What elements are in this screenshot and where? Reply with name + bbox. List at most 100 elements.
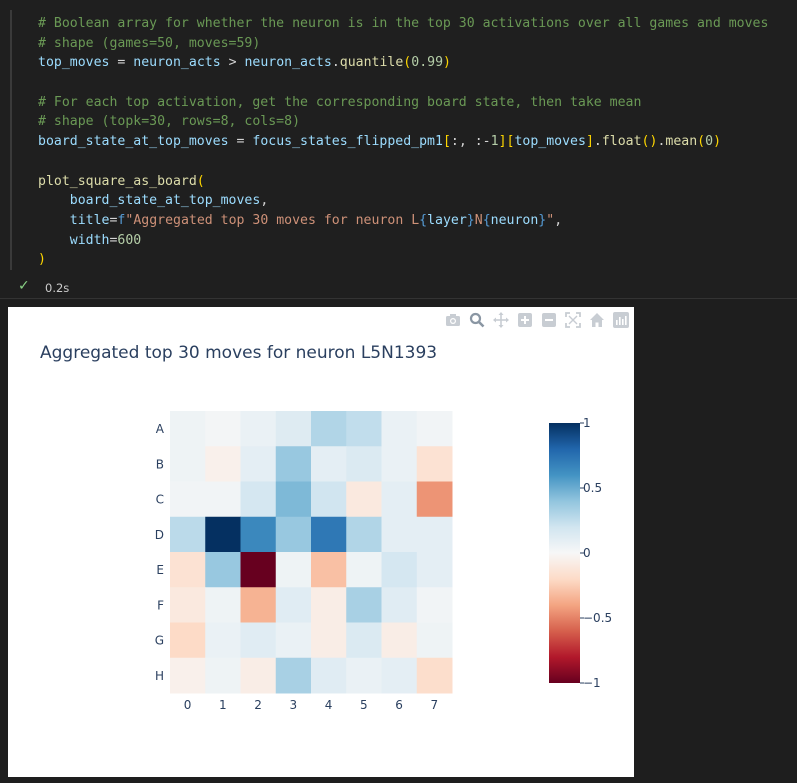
heatmap-cell [346,516,382,553]
code-token: } [538,212,547,228]
code-token: , [260,193,269,209]
code-token: . [657,134,666,150]
code-token: 0 [705,134,714,150]
zoom-icon[interactable] [468,312,486,330]
code-token: 1 [490,134,499,150]
code-line: top_moves = neuron_acts > neuron_acts.qu… [38,53,768,73]
code-token: width [69,232,110,248]
pan-icon[interactable] [492,312,510,330]
y-tick-label: D [155,528,164,542]
heatmap-cell [381,657,418,694]
heatmap-cell [311,411,347,447]
heatmap-cell [275,622,312,659]
heatmap-cell [381,587,418,623]
heatmap-cell [311,587,347,623]
heatmap-cell [346,622,382,659]
code-token: () [641,134,658,150]
plotly-logo-icon[interactable] [612,312,630,330]
heatmap-cell [205,481,241,518]
code-token: :, :- [450,134,491,150]
cell-status-bar: ✓ 0.2s [0,278,797,299]
code-token: 0.99 [411,55,444,71]
code-token: = [109,55,134,71]
code-token: " [546,212,555,228]
code-token: "Aggregated top 30 moves for neuron L [125,212,420,228]
heatmap-cell [311,622,347,659]
code-token: mean [665,134,698,150]
x-tick-label: 7 [431,698,439,712]
code-line [38,152,768,172]
heatmap-cell [205,587,241,623]
y-tick-label: E [156,563,164,577]
reset-axes-icon[interactable] [588,312,606,330]
heatmap-cell [170,481,206,518]
heatmap-cell [275,481,312,518]
code-cell[interactable]: # Boolean array for whether the neuron i… [0,0,797,299]
heatmap-cell [205,411,241,447]
code-token: ] [498,134,507,150]
heatmap-cell [346,552,382,588]
y-tick-label: B [156,457,164,471]
code-token: board_state_at_top_moves [38,134,229,150]
heatmap-cell [381,552,418,588]
colorbar-tick-label: 0.5 [583,481,602,495]
heatmap-cell [416,552,453,588]
heatmap-cell [240,481,277,518]
code-line [38,73,768,93]
heatmap-cell [205,446,241,482]
heatmap-cell [170,411,206,447]
heatmap-cell [416,587,453,623]
heatmap-cell [381,411,418,447]
heatmap-cell [311,481,347,518]
code-token: board_state_at_top_moves [69,193,261,209]
code-line: plot_square_as_board( [38,172,768,192]
code-token: ) [443,55,451,71]
camera-icon[interactable] [444,312,462,330]
code-token [38,213,70,228]
code-line: width=600 [38,231,768,251]
autoscale-icon[interactable] [564,312,582,330]
code-editor[interactable]: # Boolean array for whether the neuron i… [38,14,768,270]
heatmap-cell [311,552,347,588]
x-tick-label: 3 [290,698,298,712]
x-tick-label: 2 [254,698,262,712]
zoom-out-icon[interactable] [540,312,558,330]
code-token [38,233,70,248]
heatmap-cell [275,446,312,482]
code-token: { [482,212,491,228]
heatmap-cell [275,516,312,553]
code-token: N [474,212,483,228]
heatmap-cell [275,657,312,694]
heatmap-cell [416,516,453,553]
heatmap-cell [170,552,206,588]
heatmap-cell [381,446,418,482]
code-token: } [466,212,475,228]
code-token: [ [442,134,451,150]
heatmap-cell [240,446,277,482]
code-token: ( [196,173,205,189]
heatmap-cell [205,622,241,659]
heatmap-plot[interactable]: A B C D E F G H 0 1 2 3 4 5 6 7 1 0.5 0 −0.5 −1 [8,307,634,777]
code-token: title [69,212,110,228]
code-token: ( [403,55,412,71]
code-token: [ [506,134,515,150]
code-line: board_state_at_top_moves = focus_states_… [38,132,768,152]
heatmap-cell [240,622,277,659]
code-line: # For each top activation, get the corre… [38,93,768,113]
heatmap-cell [416,622,453,659]
heatmap-cell [416,446,453,482]
code-token: . [593,134,602,150]
code-line: # shape (topk=30, rows=8, cols=8) [38,112,768,132]
x-tick-label: 5 [360,698,368,712]
code-token: ( [697,134,706,150]
heatmap-cell [346,481,382,518]
colorbar-tick-label: −1 [583,676,601,690]
plotly-modebar [444,311,630,331]
code-token: focus_states_flipped_pm1 [252,134,443,150]
zoom-in-icon[interactable] [516,312,534,330]
heatmap-cell [170,657,206,694]
heatmap-cell [240,411,277,447]
heatmap-cell [275,552,312,588]
code-token: { [419,212,428,228]
plot-output: Aggregated top 30 moves for neuron L5N13… [8,307,634,777]
